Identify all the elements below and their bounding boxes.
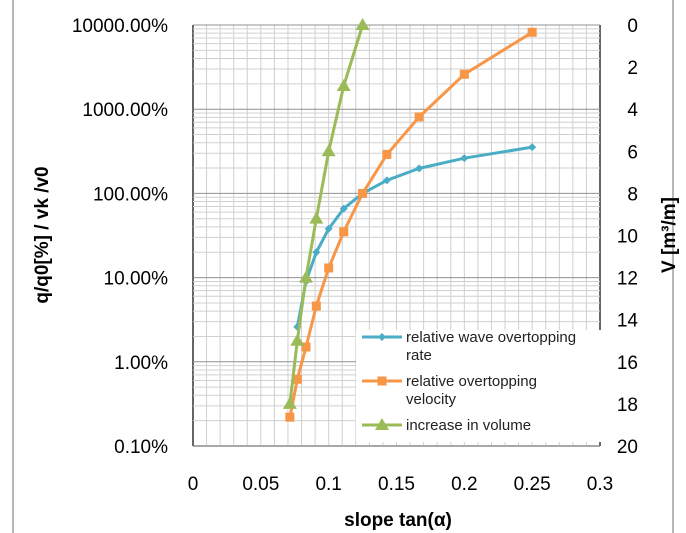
data-point: [339, 204, 348, 213]
data-point: [292, 374, 302, 384]
x-tick-label: 0.15: [378, 474, 415, 495]
legend-label: increase in volume: [406, 417, 531, 434]
y-tick-label-right: 2: [627, 58, 638, 79]
data-point: [299, 270, 314, 283]
x-tick-label: 0.05: [242, 474, 279, 495]
data-point: [309, 211, 324, 224]
data-point: [414, 112, 424, 122]
data-point: [324, 263, 334, 273]
y-tick-label-left: 1.00%: [114, 353, 168, 374]
data-point: [382, 149, 392, 159]
series-relative-overtopping-velocity: [285, 27, 537, 422]
y-axis-title-left: q/q0[%] / vk /v0: [32, 166, 53, 303]
y-tick-label-right: 10: [617, 227, 638, 248]
y-tick-label-left: 0.10%: [114, 437, 168, 458]
data-point: [324, 224, 333, 233]
tick-labels: 0 0.05 0.1 0.15 0.2 0.25 0.3 0.10% 1.00% 10.00% 10…: [72, 16, 639, 495]
y-tick-label-left: 10.00%: [104, 269, 169, 290]
y-tick-label-right: 12: [617, 269, 638, 290]
data-point: [460, 154, 469, 163]
legend-swatch-marker: [375, 418, 389, 430]
data-point: [358, 188, 368, 198]
data-point: [285, 412, 295, 422]
y-tick-label-right: 20: [617, 437, 638, 458]
y-tick-label-right: 6: [627, 142, 638, 163]
legend-label-line: relative overtopping: [406, 373, 537, 390]
series-increase-in-volume: [282, 18, 370, 409]
y-tick-label-right: 4: [627, 100, 638, 121]
data-point: [355, 18, 370, 30]
y-tick-label-left: 1000.00%: [82, 100, 168, 121]
data-point: [321, 144, 336, 157]
legend-swatch-marker: [378, 333, 386, 341]
legend-label: relative wave overtopping rate: [406, 329, 576, 364]
data-point: [290, 333, 305, 346]
x-tick-label: 0.1: [315, 474, 341, 495]
data-point: [528, 143, 537, 152]
y-tick-label-right: 18: [617, 395, 638, 416]
series-line: [295, 145, 533, 328]
y-tick-label-right: 14: [617, 311, 639, 332]
x-tick-label: 0.3: [587, 474, 613, 495]
data-point: [282, 396, 297, 409]
data-point: [527, 27, 537, 37]
data-point: [311, 301, 321, 311]
data-point: [301, 342, 311, 352]
y-tick-label-left: 10000.00%: [72, 16, 168, 37]
legend-background: [356, 330, 612, 442]
y-tick-label-right: 8: [627, 184, 638, 205]
legend-swatch-marker: [377, 376, 387, 386]
legend-label-line: rate: [406, 347, 432, 364]
data-point: [339, 227, 349, 237]
legend-label-line: increase in volume: [406, 417, 531, 434]
x-axis-title: slope tan(α): [344, 510, 452, 531]
y-tick-label-right: 16: [617, 353, 638, 374]
legend: relative wave overtopping rate relative ov…: [356, 329, 612, 442]
data-point: [382, 176, 391, 185]
data-point: [459, 69, 469, 79]
y-axis-title-right: V [m³/m]: [659, 197, 680, 273]
y-tick-label-right: 0: [627, 16, 638, 37]
legend-label: relative overtopping velocity: [406, 373, 537, 408]
legend-label-line: relative wave overtopping: [406, 329, 576, 346]
series: [282, 18, 537, 422]
x-tick-label: 0.2: [451, 474, 477, 495]
legend-label-line: velocity: [406, 391, 457, 408]
data-point: [415, 164, 424, 173]
y-tick-label-left: 100.00%: [93, 184, 168, 205]
x-tick-label: 0: [188, 474, 199, 495]
x-tick-label: 0.25: [514, 474, 551, 495]
data-point: [336, 79, 351, 92]
data-point: [312, 248, 321, 257]
